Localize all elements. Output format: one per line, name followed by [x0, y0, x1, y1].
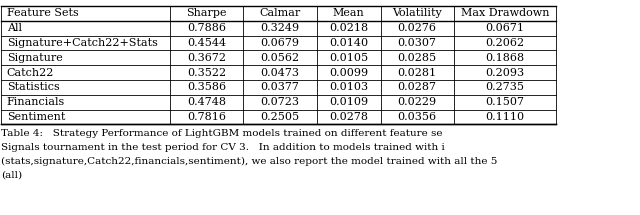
- Text: (all): (all): [1, 170, 22, 179]
- Text: 0.0109: 0.0109: [329, 97, 368, 107]
- Text: 0.0307: 0.0307: [397, 38, 436, 48]
- Text: Volatility: Volatility: [392, 8, 442, 18]
- Text: 0.0356: 0.0356: [397, 112, 436, 122]
- Text: Mean: Mean: [333, 8, 365, 18]
- Text: 0.1868: 0.1868: [485, 53, 524, 63]
- Text: 0.0723: 0.0723: [260, 97, 300, 107]
- Text: 0.0140: 0.0140: [329, 38, 368, 48]
- Text: Signals tournament in the test period for CV 3.   In addition to models trained : Signals tournament in the test period fo…: [1, 143, 445, 152]
- Text: 0.1110: 0.1110: [485, 112, 524, 122]
- Text: 0.4544: 0.4544: [188, 38, 227, 48]
- Text: 0.3249: 0.3249: [260, 23, 300, 33]
- Text: 0.0229: 0.0229: [397, 97, 436, 107]
- Text: 0.0671: 0.0671: [485, 23, 524, 33]
- Text: Sharpe: Sharpe: [187, 8, 227, 18]
- Text: Calmar: Calmar: [260, 8, 301, 18]
- Text: 0.0377: 0.0377: [260, 82, 300, 92]
- Text: 0.0287: 0.0287: [397, 82, 436, 92]
- Text: 0.0105: 0.0105: [329, 53, 368, 63]
- Text: 0.0281: 0.0281: [397, 68, 436, 78]
- Text: 0.2735: 0.2735: [485, 82, 524, 92]
- Text: 0.3586: 0.3586: [188, 82, 227, 92]
- Text: 0.0679: 0.0679: [260, 38, 300, 48]
- Text: 0.0562: 0.0562: [260, 53, 300, 63]
- Text: Financials: Financials: [6, 97, 65, 107]
- Text: Max Drawdown: Max Drawdown: [461, 8, 549, 18]
- Text: 0.0285: 0.0285: [397, 53, 436, 63]
- Text: 0.0473: 0.0473: [260, 68, 300, 78]
- Text: Statistics: Statistics: [6, 82, 60, 92]
- Text: All: All: [6, 23, 22, 33]
- Text: Table 4:   Strategy Performance of LightGBM models trained on different feature : Table 4: Strategy Performance of LightGB…: [1, 129, 443, 138]
- Text: 0.2093: 0.2093: [485, 68, 524, 78]
- Text: 0.1507: 0.1507: [485, 97, 524, 107]
- Text: Feature Sets: Feature Sets: [6, 8, 79, 18]
- Text: Signature+Catch22+Stats: Signature+Catch22+Stats: [6, 38, 157, 48]
- Text: 0.3672: 0.3672: [188, 53, 227, 63]
- Text: (stats,signature,Catch22,financials,sentiment), we also report the model trained: (stats,signature,Catch22,financials,sent…: [1, 157, 497, 166]
- Text: 0.0103: 0.0103: [329, 82, 368, 92]
- Text: 0.7816: 0.7816: [188, 112, 227, 122]
- Text: 0.2505: 0.2505: [260, 112, 300, 122]
- Text: 0.0278: 0.0278: [329, 112, 368, 122]
- Text: 0.3522: 0.3522: [188, 68, 227, 78]
- Text: 0.7886: 0.7886: [188, 23, 227, 33]
- Text: 0.4748: 0.4748: [188, 97, 227, 107]
- Text: 0.0218: 0.0218: [329, 23, 368, 33]
- Text: Catch22: Catch22: [6, 68, 54, 78]
- Text: 0.0276: 0.0276: [397, 23, 436, 33]
- Text: Signature: Signature: [6, 53, 63, 63]
- Text: 0.2062: 0.2062: [485, 38, 524, 48]
- Text: 0.0099: 0.0099: [329, 68, 368, 78]
- Text: Sentiment: Sentiment: [6, 112, 65, 122]
